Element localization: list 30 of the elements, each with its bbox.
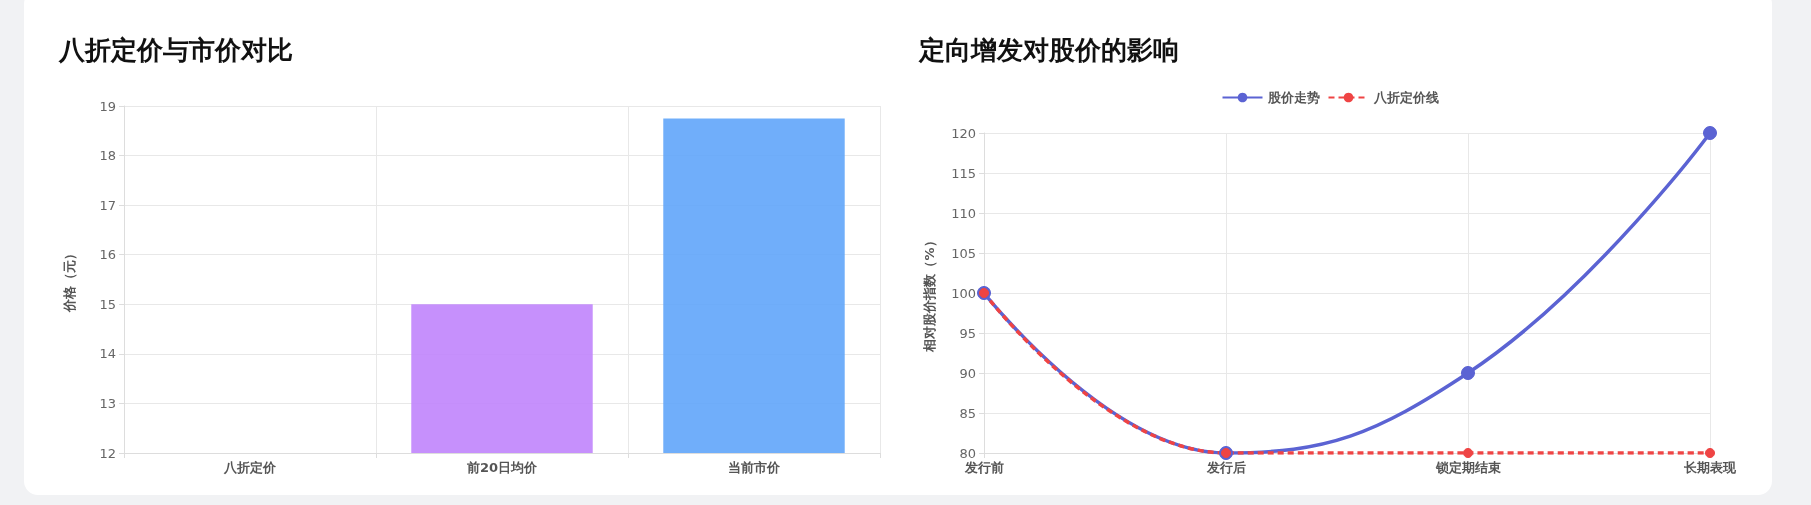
y-tick-label: 115: [951, 165, 976, 181]
y-tick-label: 17: [99, 197, 116, 213]
chart-title: 定向增发对股价的影响: [918, 35, 1179, 65]
y-tick-label: 105: [951, 245, 976, 261]
y-tick-label: 120: [951, 125, 976, 141]
x-tick-label: 八折定价: [223, 460, 277, 475]
y-tick-label: 12: [99, 445, 116, 461]
y-tick-label: 100: [951, 285, 976, 301]
y-tick-label: 14: [99, 346, 116, 362]
x-tick-label: 锁定期结束: [1434, 460, 1501, 475]
legend-label: 八折定价线: [1372, 90, 1439, 105]
x-tick-label: 发行前: [963, 460, 1004, 475]
y-tick-label: 13: [99, 395, 116, 411]
y-tick-label: 110: [951, 205, 976, 221]
y-tick-label: 18: [99, 148, 116, 164]
chart-title: 八折定价与市价对比: [58, 35, 293, 65]
y-axis-title: 相对股价指数（%）: [922, 234, 937, 353]
y-tick-label: 85: [959, 405, 976, 421]
x-tick-label: 当前市价: [728, 460, 781, 475]
y-tick-label: 80: [959, 445, 976, 461]
y-axis-title: 价格（元）: [62, 247, 77, 313]
y-tick-label: 16: [99, 247, 116, 263]
y-tick-label: 95: [959, 325, 976, 341]
y-tick-label: 19: [99, 98, 116, 114]
x-tick-label: 长期表现: [1683, 460, 1737, 475]
x-tick-label: 发行后: [1205, 460, 1246, 475]
y-tick-label: 15: [99, 296, 116, 312]
x-tick-label: 前20日均价: [465, 460, 539, 475]
y-tick-label: 90: [959, 365, 976, 381]
legend-label: 股价走势: [1266, 90, 1320, 105]
